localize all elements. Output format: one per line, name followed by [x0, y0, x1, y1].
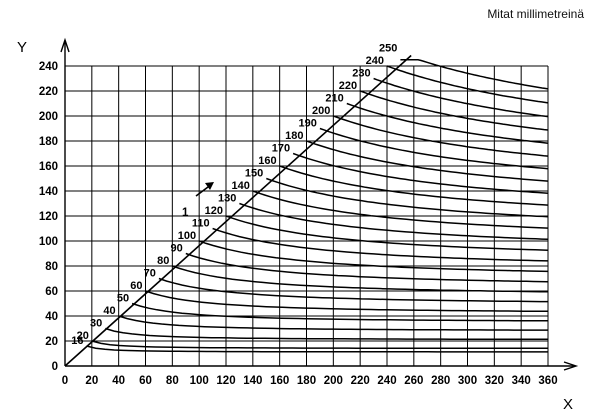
curve-label: 80 — [157, 255, 169, 267]
curve-line — [306, 140, 549, 182]
y-tick-label: 40 — [45, 311, 58, 323]
curve-label: 16 — [71, 335, 83, 347]
curve-line — [333, 115, 549, 157]
curve-line — [373, 77, 549, 118]
x-tick-label: 140 — [243, 375, 262, 387]
curve-label: 90 — [171, 243, 183, 255]
curve-label: 130 — [218, 193, 236, 205]
x-tick-label: 160 — [270, 375, 289, 387]
x-tick-label: 20 — [85, 375, 98, 387]
y-tick-label: 100 — [39, 236, 58, 248]
x-axis-arrow — [563, 361, 579, 371]
x-tick-label: 180 — [297, 375, 316, 387]
curve-label: 240 — [366, 55, 384, 67]
curve-label: 160 — [258, 155, 276, 167]
curve-label: 200 — [312, 105, 330, 117]
y-tick-label: 160 — [39, 161, 58, 173]
curve-line — [118, 315, 548, 331]
y-tick-label: 220 — [39, 86, 58, 98]
x-tick-label: 200 — [324, 375, 343, 387]
curve-label: 150 — [245, 168, 263, 180]
y-tick-label: 0 — [52, 361, 58, 373]
curve-label: 180 — [285, 130, 303, 142]
x-tick-label: 0 — [62, 375, 68, 387]
curve-label: 220 — [339, 80, 357, 92]
x-tick-label: 60 — [139, 375, 152, 387]
chart-labels: 0 20 40 60 80 100 120 140 160 180 200 220 240 260 280 3… — [17, 39, 573, 413]
curve-label: 170 — [272, 143, 290, 155]
curve-line — [225, 215, 549, 251]
x-tick-label: 40 — [112, 375, 125, 387]
curve-label: 140 — [231, 180, 249, 192]
curve-line — [105, 327, 548, 341]
curve-label: 250 — [379, 43, 397, 55]
y-axis-letter: Y — [17, 39, 27, 56]
units-note: Mitat millimetreinä — [487, 7, 584, 21]
diagonal-boundary — [64, 54, 412, 367]
x-tick-label: 260 — [404, 375, 423, 387]
curve-label: 100 — [178, 230, 196, 242]
y-axis-arrow — [60, 37, 70, 53]
x-tick-label: 220 — [351, 375, 370, 387]
y-tick-label: 180 — [39, 136, 58, 148]
x-tick-label: 120 — [216, 375, 235, 387]
curve-line — [279, 165, 549, 206]
x-tick-label: 80 — [166, 375, 179, 387]
curve-line — [319, 127, 549, 170]
y-tick-label: 20 — [45, 336, 58, 348]
chart-curves — [64, 54, 549, 367]
curve-line — [91, 340, 548, 350]
curve-line — [400, 59, 549, 90]
curve-line — [346, 102, 549, 144]
curve-line — [198, 240, 549, 273]
curve-line — [252, 190, 549, 229]
curve-line — [185, 252, 549, 283]
curve-label: 30 — [90, 318, 102, 330]
curve-line — [86, 345, 548, 353]
x-tick-label: 100 — [190, 375, 209, 387]
curve-line — [172, 265, 549, 293]
curve-label: 230 — [352, 68, 370, 80]
curve-line — [386, 65, 549, 104]
chart-axes — [60, 37, 579, 371]
curve-line — [145, 290, 548, 313]
curve-line — [158, 277, 548, 303]
curve-line — [131, 302, 548, 322]
x-tick-label: 240 — [377, 375, 396, 387]
x-tick-label: 340 — [512, 375, 531, 387]
curve-line — [212, 227, 549, 262]
curve-label: 210 — [325, 93, 343, 105]
x-tick-label: 300 — [458, 375, 477, 387]
curve-label: 20 — [77, 330, 89, 342]
curve-label: 120 — [205, 205, 223, 217]
y-tick-label: 80 — [45, 261, 58, 273]
x-tick-label: 360 — [538, 375, 557, 387]
x-axis-letter: X — [563, 396, 573, 413]
curve-label: 40 — [103, 305, 115, 317]
curve-label: 110 — [192, 218, 210, 230]
curve-label: 50 — [117, 293, 129, 305]
curve-label: 60 — [130, 280, 142, 292]
reference-arrow-head — [205, 182, 214, 190]
curve-line — [239, 202, 549, 241]
reference-mark-label: 1 — [182, 207, 189, 219]
x-tick-label: 320 — [485, 375, 504, 387]
curve-label: 70 — [144, 268, 156, 280]
y-tick-label: 200 — [39, 111, 58, 123]
y-tick-label: 60 — [45, 286, 58, 298]
y-tick-label: 120 — [39, 211, 58, 223]
y-tick-label: 240 — [39, 61, 58, 73]
curve-line — [359, 90, 549, 131]
x-tick-label: 280 — [431, 375, 450, 387]
curve-line — [292, 152, 549, 194]
y-tick-label: 140 — [39, 186, 58, 198]
curve-line — [266, 177, 549, 218]
curve-label: 190 — [299, 118, 317, 130]
